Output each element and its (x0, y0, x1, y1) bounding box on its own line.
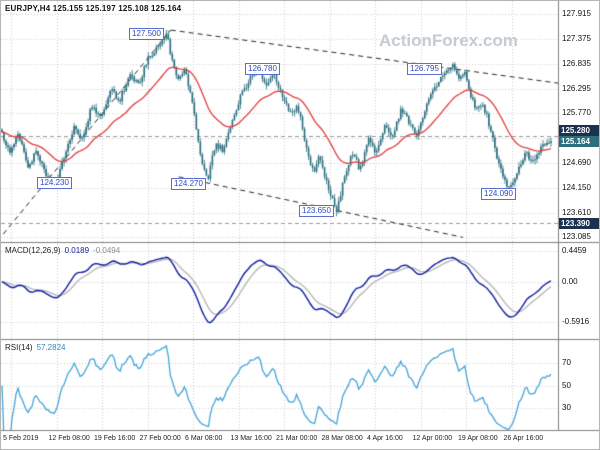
price-axis-label: 124.150 (562, 182, 591, 192)
price-annotation: 124.230 (37, 177, 72, 189)
price-axis-label: 127.915 (562, 9, 591, 19)
time-axis-label: 26 Apr 16:00 (503, 435, 544, 442)
time-axis-label: 21 Mar 00:00 (276, 435, 318, 442)
time-axis-label: 4 Apr 16:00 (367, 435, 403, 442)
watermark: ActionForex.com (379, 31, 518, 50)
time-axis-label: 27 Feb 00:00 (139, 435, 181, 442)
price-annotation: 126.795 (407, 63, 442, 75)
price-axis-label: 126.835 (562, 59, 591, 68)
price-axis-label: 126.295 (562, 83, 591, 93)
price-annotation: 126.780 (245, 63, 280, 75)
rsi-value: 57.2824 (36, 343, 66, 352)
time-axis-label: 19 Apr 08:00 (458, 435, 498, 442)
time-axis-label: 12 Feb 08:00 (48, 435, 90, 442)
rsi-axis-label: 30 (562, 402, 571, 412)
price-annotation: 123.650 (299, 205, 334, 217)
time-axis-label: 19 Feb 16:00 (94, 435, 136, 442)
price-annotation: 124.090 (481, 188, 516, 200)
macd-value-signal: -0.0494 (93, 246, 121, 255)
price-level-box: 125.280 (559, 124, 599, 136)
price-level-box: 123.390 (559, 217, 599, 229)
rsi-indicator-label: RSI(14) 57.2824 (5, 343, 65, 352)
price-axis-label: 125.770 (562, 108, 591, 118)
rsi-axis-label: 50 (562, 380, 571, 390)
macd-axis-label: 0.4459 (562, 246, 587, 256)
chart-header-ohlc: EURJPY,H4 125.155 125.197 125.108 125.16… (5, 4, 182, 13)
time-axis-label: 12 Apr 00:00 (412, 435, 453, 442)
rsi-name: RSI(14) (5, 343, 33, 352)
price-axis-label: 124.690 (562, 158, 591, 167)
time-axis-label: 6 Mar 08:00 (185, 435, 223, 442)
macd-name: MACD(12,26,9) (5, 246, 61, 255)
macd-axis-label: 0.00 (562, 276, 578, 286)
time-axis-label: 28 Mar 08:00 (321, 435, 363, 442)
price-axis-label: 123.610 (562, 207, 591, 217)
price-level-box: 125.164 (559, 135, 599, 147)
time-axis-label: 13 Mar 16:00 (230, 435, 272, 442)
macd-indicator-label: MACD(12,26,9) 0.0189 -0.0494 (5, 246, 120, 255)
macd-axis-label: -0.5916 (562, 317, 590, 327)
price-annotation: 124.270 (171, 178, 206, 190)
price-axis-label: 123.085 (562, 232, 591, 242)
price-annotation: 127.500 (129, 28, 164, 40)
rsi-axis-label: 70 (562, 358, 571, 368)
time-axis-label: 5 Feb 2019 (3, 435, 39, 442)
price-axis-label: 127.375 (562, 34, 591, 44)
macd-value-main: 0.0189 (64, 246, 90, 255)
